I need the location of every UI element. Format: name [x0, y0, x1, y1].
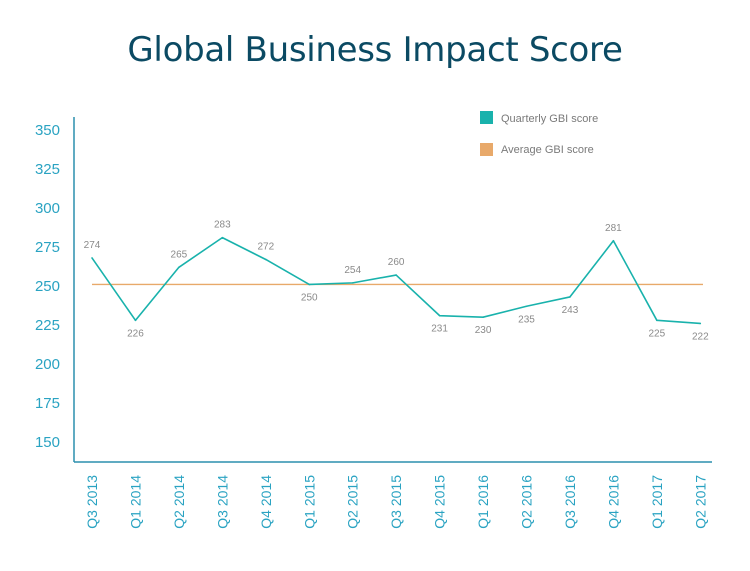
x-tick-label: Q3 2015 — [388, 475, 404, 529]
y-tick-label: 175 — [35, 395, 60, 412]
x-tick-label: Q1 2014 — [127, 475, 143, 529]
axes — [73, 117, 712, 463]
data-point — [525, 305, 528, 308]
x-tick-label: Q2 2017 — [692, 475, 708, 529]
data-label: 272 — [257, 241, 274, 252]
data-label: 250 — [301, 292, 318, 303]
y-tick-label: 250 — [35, 278, 60, 295]
data-point — [395, 274, 397, 276]
x-tick-label: Q1 2015 — [301, 475, 317, 529]
legend-label-average: Average GBI score — [501, 144, 594, 156]
y-tick-label: 350 — [35, 122, 60, 139]
data-point — [438, 314, 441, 317]
x-tick-label: Q2 2014 — [171, 475, 187, 529]
y-axis-ticks: 150 175 200 225 250 275 300 325 350 — [35, 122, 60, 451]
data-label: 243 — [562, 305, 579, 316]
x-tick-label: Q4 2016 — [605, 475, 621, 529]
x-tick-label: Q2 2016 — [519, 475, 535, 529]
data-point — [656, 319, 658, 322]
x-tick-label: Q1 2016 — [475, 475, 491, 529]
x-tick-label: Q1 2017 — [649, 475, 665, 529]
data-point — [351, 282, 354, 284]
legend-label-quarterly: Quarterly GBI score — [501, 113, 598, 125]
x-tick-label: Q2 2015 — [345, 475, 361, 529]
data-point — [178, 266, 180, 269]
data-label: 260 — [388, 257, 405, 268]
data-label: 281 — [605, 223, 622, 234]
x-tick-label: Q3 2016 — [562, 475, 578, 529]
legend: Quarterly GBI score Average GBI score — [480, 111, 598, 156]
series-group — [91, 236, 702, 325]
legend-swatch-average — [480, 143, 493, 156]
x-tick-label: Q4 2015 — [432, 475, 448, 529]
data-point — [134, 319, 137, 322]
data-label: 274 — [84, 240, 101, 251]
y-tick-label: 325 — [35, 161, 60, 178]
x-tick-label: Q3 2013 — [84, 475, 100, 529]
x-axis-ticks: Q3 2013 Q1 2014 Q2 2014 Q3 2014 Q4 2014 Q1 20… — [84, 475, 708, 529]
data-point — [265, 258, 267, 261]
data-label: 226 — [127, 328, 144, 339]
data-label: 222 — [692, 331, 709, 342]
data-label: 225 — [649, 328, 666, 339]
data-label: 265 — [171, 249, 188, 260]
data-point — [308, 283, 311, 286]
legend-swatch-quarterly — [480, 111, 493, 124]
y-tick-label: 300 — [35, 200, 60, 217]
data-label: 283 — [214, 220, 231, 231]
data-point — [612, 239, 615, 242]
x-tick-label: Q3 2014 — [214, 475, 230, 529]
y-tick-label: 275 — [35, 239, 60, 256]
y-tick-label: 200 — [35, 356, 60, 373]
data-point — [699, 322, 702, 325]
chart-title: Global Business Impact Score — [127, 30, 623, 70]
data-label: 254 — [344, 265, 361, 276]
data-labels: 274 226 265 283 272 250 254 260 231 230 235 243 281 2… — [84, 220, 709, 343]
data-label: 231 — [431, 324, 448, 335]
data-label: 235 — [518, 314, 535, 325]
data-point — [569, 296, 571, 298]
data-point — [482, 316, 484, 319]
y-tick-label: 225 — [35, 317, 60, 334]
y-tick-label: 150 — [35, 434, 60, 451]
data-label: 230 — [475, 325, 492, 336]
x-tick-label: Q4 2014 — [258, 475, 274, 529]
data-point — [91, 257, 93, 259]
data-point — [221, 236, 224, 239]
